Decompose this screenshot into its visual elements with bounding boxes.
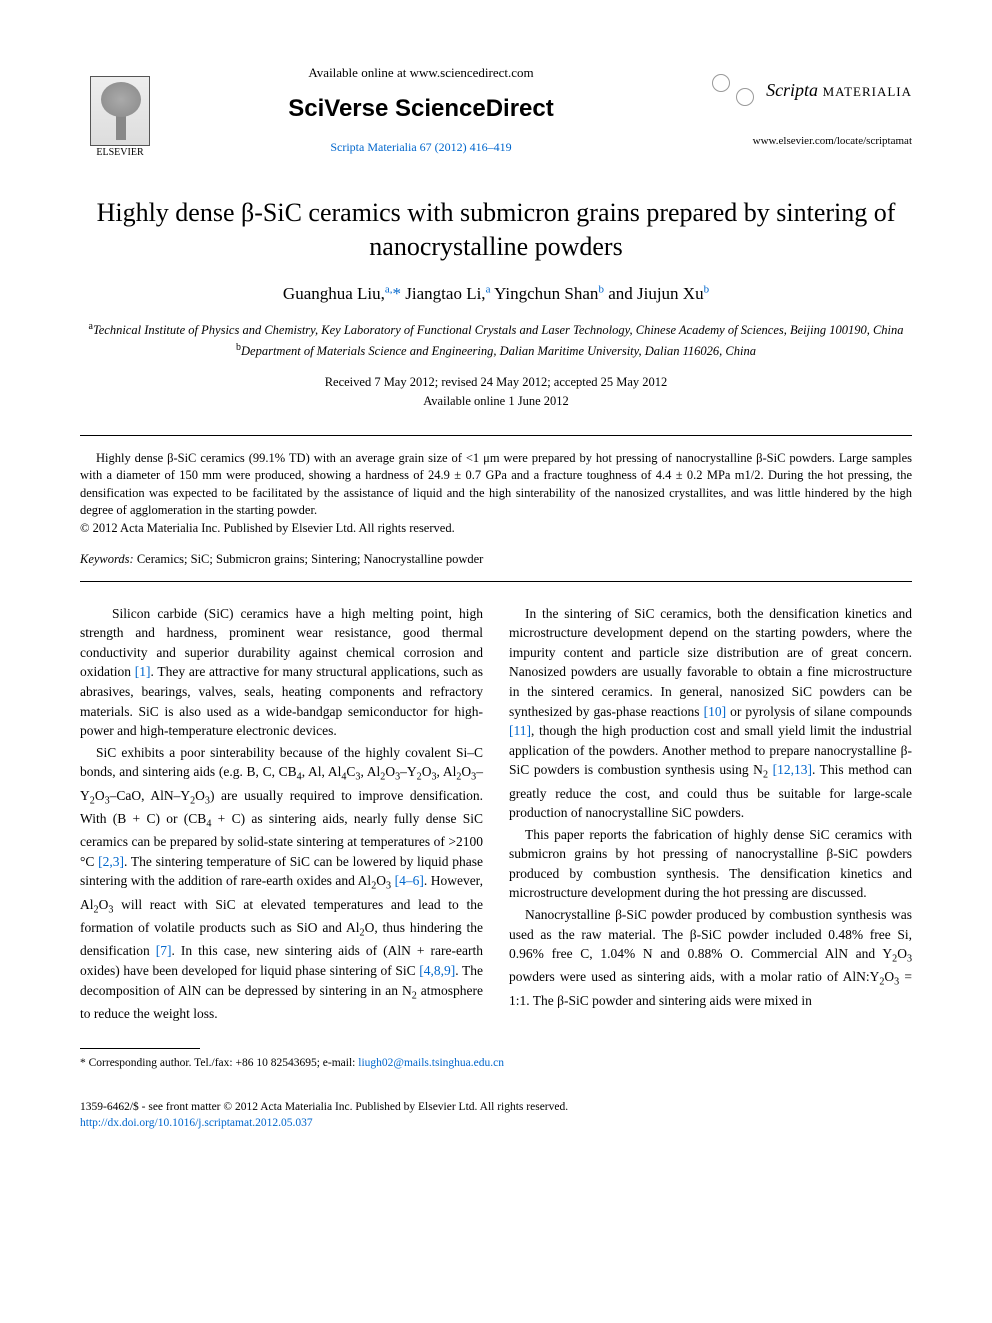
- author-2-affil[interactable]: a: [486, 283, 491, 295]
- author-1-affil[interactable]: a,: [385, 283, 393, 295]
- journal-reference-link[interactable]: Scripta Materialia 67 (2012) 416–419: [160, 139, 682, 156]
- author-3: Yingchun Shan: [494, 284, 598, 303]
- ref-7[interactable]: [7]: [156, 943, 172, 958]
- scripta-italic: Scripta: [766, 80, 818, 100]
- ref-12-13[interactable]: [12,13]: [773, 762, 812, 777]
- affil-a-text: Technical Institute of Physics and Chemi…: [93, 324, 904, 338]
- body-p4: This paper reports the fabrication of hi…: [509, 825, 912, 903]
- sciverse-brand: SciVerse ScienceDirect: [160, 92, 682, 126]
- ref-4-6[interactable]: [4–6]: [395, 873, 424, 888]
- keywords-label: Keywords:: [80, 552, 134, 566]
- author-4: and Jiujun Xu: [608, 284, 703, 303]
- keywords-text: Ceramics; SiC; Submicron grains; Sinteri…: [134, 552, 484, 566]
- article-dates: Received 7 May 2012; revised 24 May 2012…: [80, 373, 912, 411]
- footer-copyright: 1359-6462/$ - see front matter © 2012 Ac…: [80, 1099, 912, 1115]
- elsevier-tree-icon: [90, 76, 150, 146]
- author-4-affil[interactable]: b: [704, 283, 710, 295]
- abstract-block: Highly dense β-SiC ceramics (99.1% TD) w…: [80, 450, 912, 538]
- body-p1: Silicon carbide (SiC) ceramics have a hi…: [80, 604, 483, 741]
- scripta-network-icon: [708, 70, 758, 110]
- dates-received: Received 7 May 2012; revised 24 May 2012…: [325, 375, 668, 389]
- scripta-brand: Scripta MATERIALIA: [682, 70, 912, 110]
- footnote-label: * Corresponding author. Tel./fax: +86 10…: [80, 1057, 355, 1069]
- body-p2: SiC exhibits a poor sinterability becaus…: [80, 743, 483, 1024]
- author-1-corresponding[interactable]: *: [393, 284, 402, 303]
- ref-11[interactable]: [11]: [509, 723, 531, 738]
- ref-1[interactable]: [1]: [135, 664, 151, 679]
- body-text: Silicon carbide (SiC) ceramics have a hi…: [80, 604, 912, 1024]
- footnote-separator: [80, 1048, 200, 1049]
- abstract-copyright: © 2012 Acta Materialia Inc. Published by…: [80, 520, 912, 538]
- scripta-url[interactable]: www.elsevier.com/locate/scriptamat: [682, 134, 912, 149]
- footer-doi-link[interactable]: http://dx.doi.org/10.1016/j.scriptamat.2…: [80, 1115, 912, 1131]
- article-title: Highly dense β-SiC ceramics with submicr…: [80, 196, 912, 264]
- center-header: Available online at www.sciencedirect.co…: [160, 64, 682, 157]
- scripta-caps: MATERIALIA: [823, 84, 912, 99]
- affil-b-text: Department of Materials Science and Engi…: [241, 344, 756, 358]
- elsevier-logo: ELSEVIER: [80, 60, 160, 160]
- abstract-text: Highly dense β-SiC ceramics (99.1% TD) w…: [80, 450, 912, 520]
- elsevier-label: ELSEVIER: [96, 146, 143, 160]
- affiliations: aTechnical Institute of Physics and Chem…: [80, 319, 912, 361]
- footer-block: 1359-6462/$ - see front matter © 2012 Ac…: [80, 1099, 912, 1131]
- keywords-line: Keywords: Ceramics; SiC; Submicron grain…: [80, 551, 912, 569]
- available-online-text: Available online at www.sciencedirect.co…: [160, 64, 682, 82]
- ref-10[interactable]: [10]: [704, 704, 727, 719]
- footnote-email-link[interactable]: liugh02@mails.tsinghua.edu.cn: [358, 1057, 504, 1069]
- rule-bottom: [80, 581, 912, 582]
- corresponding-footnote: * Corresponding author. Tel./fax: +86 10…: [80, 1055, 912, 1071]
- author-1: Guanghua Liu,: [283, 284, 385, 303]
- body-p3: In the sintering of SiC ceramics, both t…: [509, 604, 912, 823]
- rule-top: [80, 435, 912, 436]
- body-p5: Nanocrystalline β-SiC powder produced by…: [509, 905, 912, 1010]
- author-2: Jiangtao Li,: [405, 284, 485, 303]
- authors-line: Guanghua Liu,a,* Jiangtao Li,a Yingchun …: [80, 282, 912, 306]
- header-row: ELSEVIER Available online at www.science…: [80, 60, 912, 160]
- ref-4-8-9[interactable]: [4,8,9]: [419, 963, 455, 978]
- ref-2-3[interactable]: [2,3]: [98, 854, 124, 869]
- scripta-logo-block: Scripta MATERIALIA www.elsevier.com/loca…: [682, 70, 912, 149]
- author-3-affil[interactable]: b: [598, 283, 604, 295]
- dates-online: Available online 1 June 2012: [423, 394, 569, 408]
